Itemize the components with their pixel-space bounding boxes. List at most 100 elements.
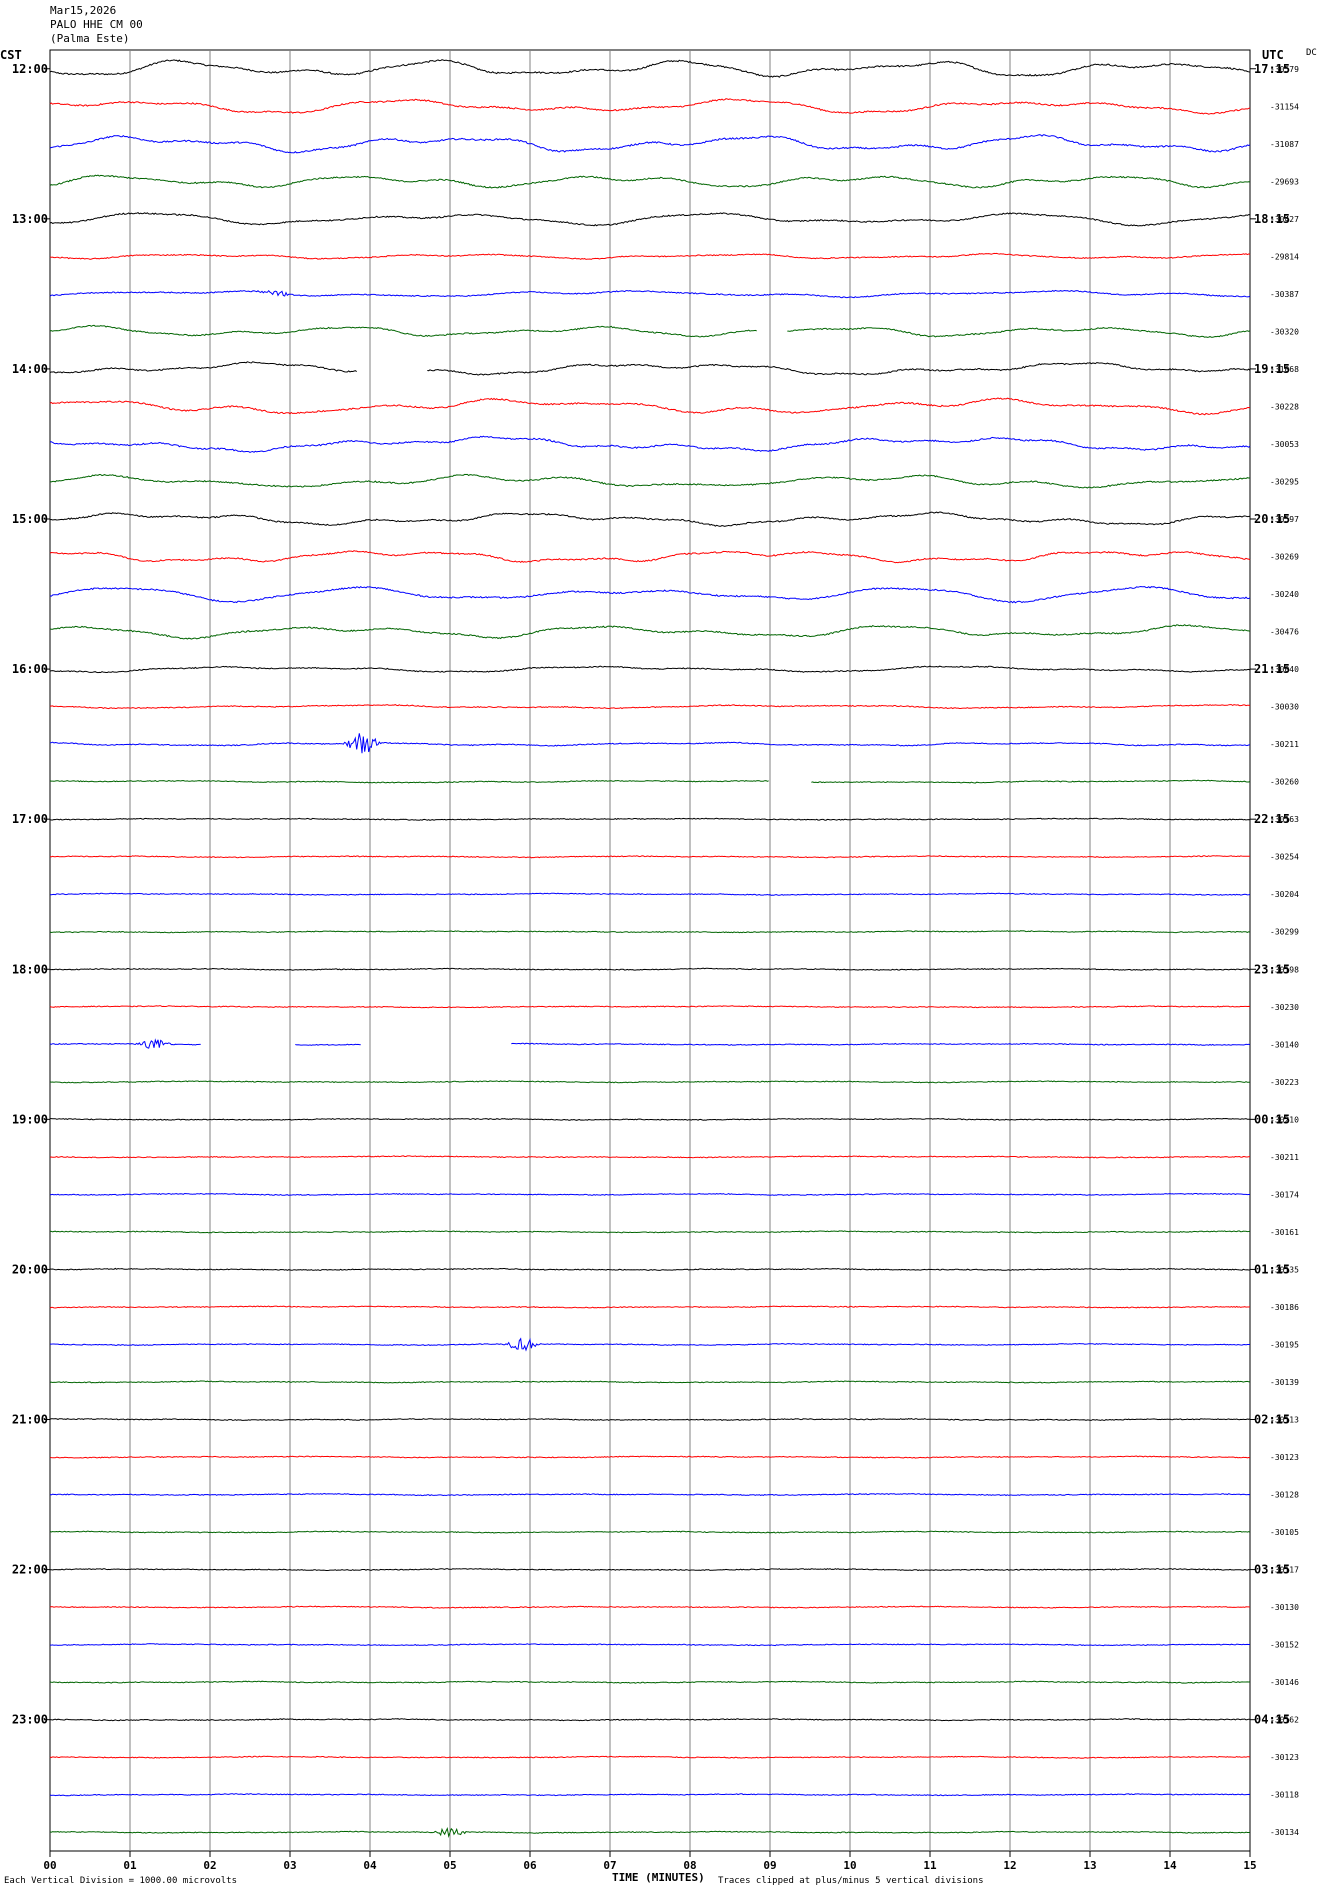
right-hour-label: 01:15 [1254,1262,1290,1276]
clip-note: Traces clipped at plus/minus 5 vertical … [718,1876,984,1886]
x-tick-label: 13 [1083,1859,1096,1872]
left-hour-label: 20:00 [12,1262,48,1276]
x-tick-label: 06 [523,1859,537,1872]
left-hour-label: 21:00 [12,1413,48,1427]
dc-offset-label: -30186 [1270,1303,1299,1312]
trace-row [49,1305,1251,1309]
x-tick-label: 02 [203,1859,216,1872]
x-tick-label: 15 [1243,1859,1256,1872]
trace-row [49,1038,1251,1049]
dc-offset-label: -30299 [1270,928,1299,937]
x-axis-title: TIME (MINUTES) [612,1871,705,1884]
left-hour-label: 19:00 [12,1112,48,1126]
trace-row [49,1418,1251,1421]
right-hour-label: 17:15 [1254,62,1290,76]
left-hour-label: 23:00 [12,1713,48,1727]
dc-offset-label: -31068 [1270,365,1299,374]
trace-row [49,704,1251,710]
dc-offset-label: -30597 [1270,515,1299,524]
dc-offset-label: -30162 [1270,1716,1299,1725]
trace-row [49,892,1251,896]
dc-offset-label: -30128 [1270,1491,1299,1500]
trace-row [49,1455,1251,1459]
dc-offset-label: -30223 [1270,1078,1299,1087]
trace-row [49,252,1251,260]
right-hour-label: 00:15 [1254,1112,1290,1126]
right-hour-label: 03:15 [1254,1563,1290,1577]
dc-offset-label: -30320 [1270,327,1299,336]
dc-offset-label: -30295 [1270,477,1299,486]
trace-row [49,779,1251,784]
trace-row [50,1337,1250,1352]
x-tick-label: 11 [923,1859,937,1872]
trace-row [49,397,1251,416]
trace-row [49,1492,1251,1497]
dc-offset-label: -30040 [1270,665,1299,674]
left-hour-label: 12:00 [12,62,48,76]
trace-row [49,361,1251,376]
trace-row [49,211,1251,227]
x-tick-label: 07 [603,1859,616,1872]
trace-row [49,1605,1251,1609]
dc-offset-label: -30152 [1270,1641,1299,1650]
dc-offset-label: -30123 [1270,1453,1299,1462]
trace-row [49,1680,1251,1684]
x-tick-label: 05 [443,1859,456,1872]
trace-row [49,435,1251,453]
trace-row [49,1080,1251,1084]
trace-row [49,59,1251,78]
dc-offset-label: -30198 [1270,965,1299,974]
x-tick-label: 03 [283,1859,296,1872]
dc-offset-label: -30113 [1270,1416,1299,1425]
dc-offset-label: -30204 [1270,890,1299,899]
dc-offset-label: -30476 [1270,628,1299,637]
date-label: Mar15,2026 [50,4,117,17]
trace-row [49,1530,1251,1534]
trace-row [49,174,1251,189]
dc-offset-label: -30161 [1270,1228,1299,1237]
right-hour-label: 23:15 [1254,962,1290,976]
dc-offset-label: -30117 [1270,1566,1299,1575]
dc-offset-label: -30254 [1270,853,1299,862]
dc-offset-label: -30240 [1270,590,1299,599]
x-tick-label: 00 [43,1859,56,1872]
dc-label: DC [1306,48,1317,58]
trace-row [49,1826,1251,1839]
site-label: (Palma Este) [50,32,130,45]
right-hour-label: 21:15 [1254,662,1290,676]
plot-frame [49,49,1251,1852]
trace-row [49,930,1251,934]
trace-row [49,1793,1251,1797]
station-label: PALO HHE CM 00 [50,18,143,31]
left-hour-label: 15:00 [12,512,48,526]
trace-row [49,585,1251,604]
left-hour-label: 13:00 [12,212,48,226]
dc-offset-label: -30135 [1270,1265,1299,1274]
x-tick-label: 08 [683,1859,696,1872]
trace-row [49,1267,1250,1271]
x-tick-label: 12 [1003,1859,1016,1872]
trace-row [49,1005,1251,1009]
trace-row [49,511,1251,527]
dc-offset-label: -29693 [1270,177,1299,186]
left-hour-label: 22:00 [12,1563,48,1577]
dc-offset-label: -30140 [1270,1040,1299,1049]
trace-row [49,665,1251,674]
trace-row [49,733,1251,754]
dc-offset-label: -30211 [1270,740,1299,749]
trace-row [49,324,1251,338]
right-hour-label: 19:15 [1254,362,1290,376]
trace-row [50,1643,1250,1647]
x-tick-label: 09 [763,1859,776,1872]
right-hour-label: 18:15 [1254,212,1290,226]
dc-offset-label: -30030 [1270,703,1299,712]
dc-offset-label: -30139 [1270,1378,1299,1387]
trace-row [49,550,1251,564]
x-tick-label: 14 [1163,1859,1177,1872]
dc-offset-label: -30228 [1270,402,1299,411]
dc-offset-label: -29814 [1270,252,1299,261]
dc-offset-label: -30387 [1270,290,1299,299]
x-tick-label: 10 [843,1859,856,1872]
trace-row [50,1568,1251,1572]
